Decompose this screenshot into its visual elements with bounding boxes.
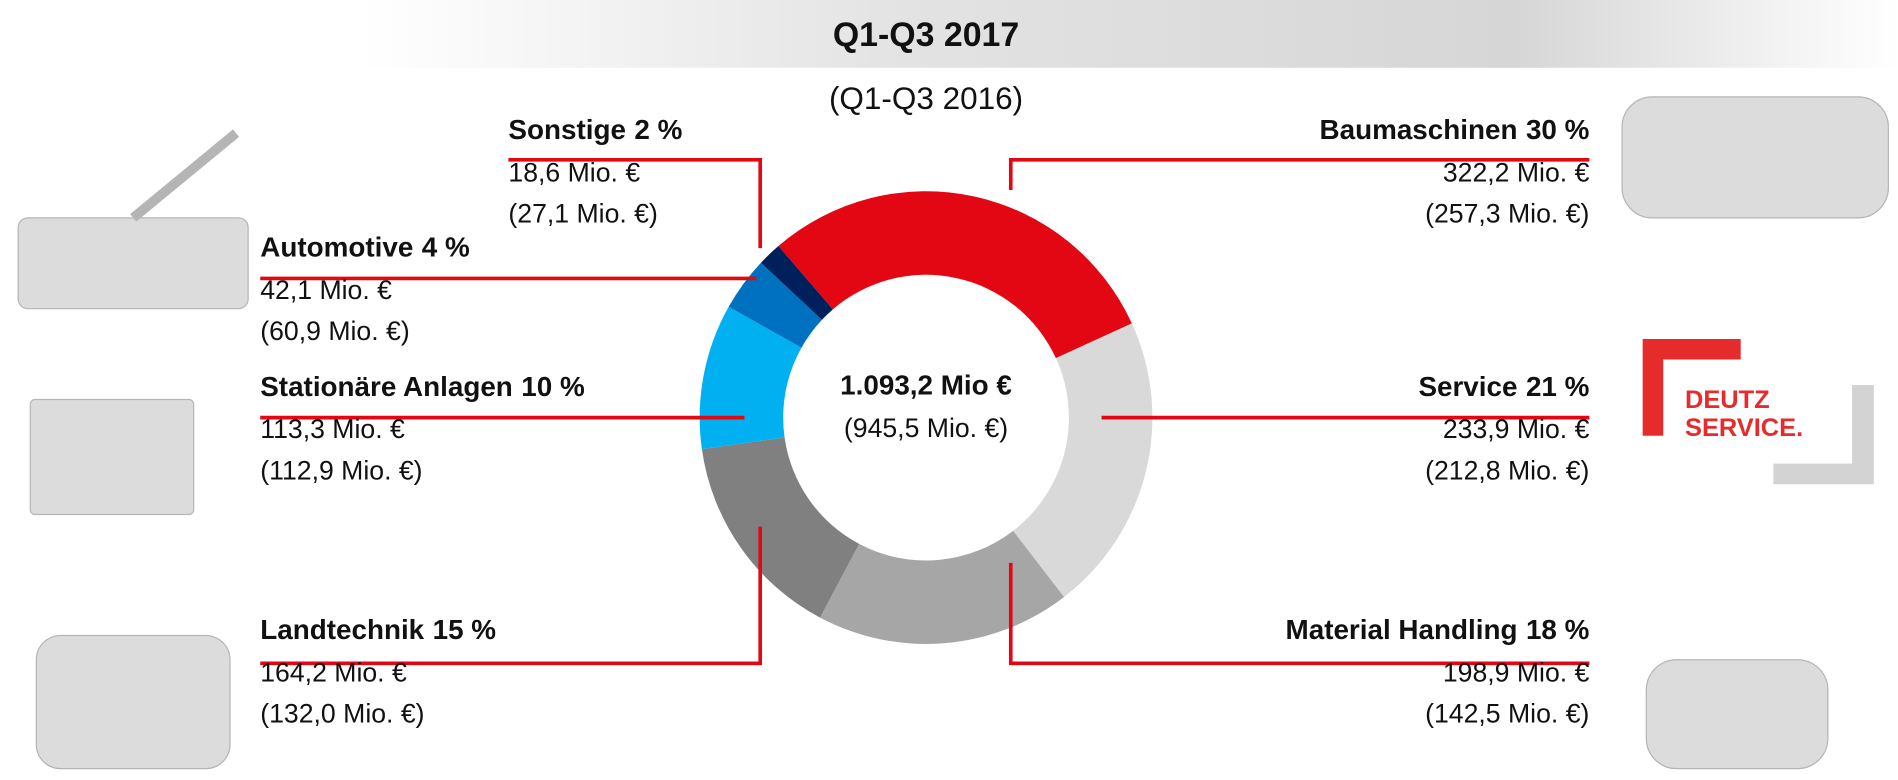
leader-line (260, 526, 763, 666)
segment-value: 233,9 Mio. € (1443, 414, 1590, 444)
chart-body: Q1-Q3 2017 (Q1-Q3 2016) 1.093,2 Mio € (9… (17, 0, 1898, 770)
telehandler-image (1645, 659, 1829, 770)
segment-label: Stationäre Anlagen 10 % (260, 371, 585, 402)
logo-text: SERVICE. (1685, 414, 1803, 442)
segment-name: Stationäre Anlagen (260, 371, 513, 402)
donut-slice (701, 437, 860, 618)
segment-label: Baumaschinen 30 % (1320, 114, 1590, 145)
segment-share: 4 % (422, 232, 470, 263)
segment-name: Sonstige (508, 114, 626, 145)
segment-value: 198,9 Mio. € (1443, 658, 1590, 688)
chart-title: Q1-Q3 2017 (833, 16, 1019, 54)
segment-prior: (142,5 Mio. €) (1425, 699, 1589, 729)
donut-slice (778, 191, 1132, 359)
segment-value: 42,1 Mio. € (260, 275, 392, 305)
donut-slice (1013, 323, 1153, 598)
crane-image (17, 217, 249, 310)
donut-slice (728, 262, 822, 348)
segment-prior: (132,0 Mio. €) (260, 699, 424, 729)
segment-share: 10 % (521, 371, 585, 402)
segment-prior: (257,3 Mio. €) (1425, 199, 1589, 229)
title-band (363, 0, 1898, 68)
segment-label: Service 21 % (1418, 371, 1589, 402)
segment-label: Sonstige 2 % (508, 114, 682, 145)
segment-name: Landtechnik (260, 614, 424, 645)
segment-label: Material Handling 18 % (1286, 614, 1590, 645)
chart-subtitle: (Q1-Q3 2016) (829, 81, 1023, 116)
segment-name: Baumaschinen (1320, 114, 1518, 145)
segment-value: 322,2 Mio. € (1443, 158, 1590, 188)
segment-prior: (112,9 Mio. €) (260, 455, 422, 485)
segment-share: 2 % (634, 114, 682, 145)
segment-value: 18,6 Mio. € (508, 158, 640, 188)
logo-text: DEUTZ (1685, 386, 1770, 414)
generator-image (29, 398, 195, 516)
donut-slice (820, 530, 1065, 644)
segment-value: 113,3 Mio. € (260, 414, 405, 444)
segment-label: Landtechnik 15 % (260, 614, 496, 645)
donut-slice (699, 306, 802, 450)
total-prior-label: (945,5 Mio. €) (844, 413, 1008, 443)
segment-prior: (27,1 Mio. €) (508, 199, 657, 229)
segment-prior: (60,9 Mio. €) (260, 316, 409, 346)
segment-share: 18 % (1526, 614, 1590, 645)
segment-share: 21 % (1526, 371, 1590, 402)
donut-slice (760, 246, 833, 320)
crane-boom (130, 129, 240, 222)
dozer-image (1621, 96, 1889, 219)
segment-share: 30 % (1526, 114, 1590, 145)
machine-images (17, 96, 1889, 770)
segment-name: Service (1418, 371, 1517, 402)
leader-line (508, 157, 763, 249)
segment-prior: (212,8 Mio. €) (1425, 455, 1589, 485)
segment-share: 15 % (433, 614, 497, 645)
logo-mark-gray (1773, 384, 1874, 485)
tractor-image (35, 634, 231, 770)
segment-label: Automotive 4 % (260, 232, 470, 263)
logo-mark-red (1642, 338, 1741, 436)
segment-name: Automotive (260, 232, 413, 263)
total-label: 1.093,2 Mio € (840, 370, 1012, 401)
logo: DEUTZ SERVICE. (1642, 338, 1874, 485)
segment-value: 164,2 Mio. € (260, 658, 407, 688)
leader-line (1008, 157, 1590, 191)
segment-name: Material Handling (1286, 614, 1518, 645)
leader-line (1008, 562, 1590, 666)
